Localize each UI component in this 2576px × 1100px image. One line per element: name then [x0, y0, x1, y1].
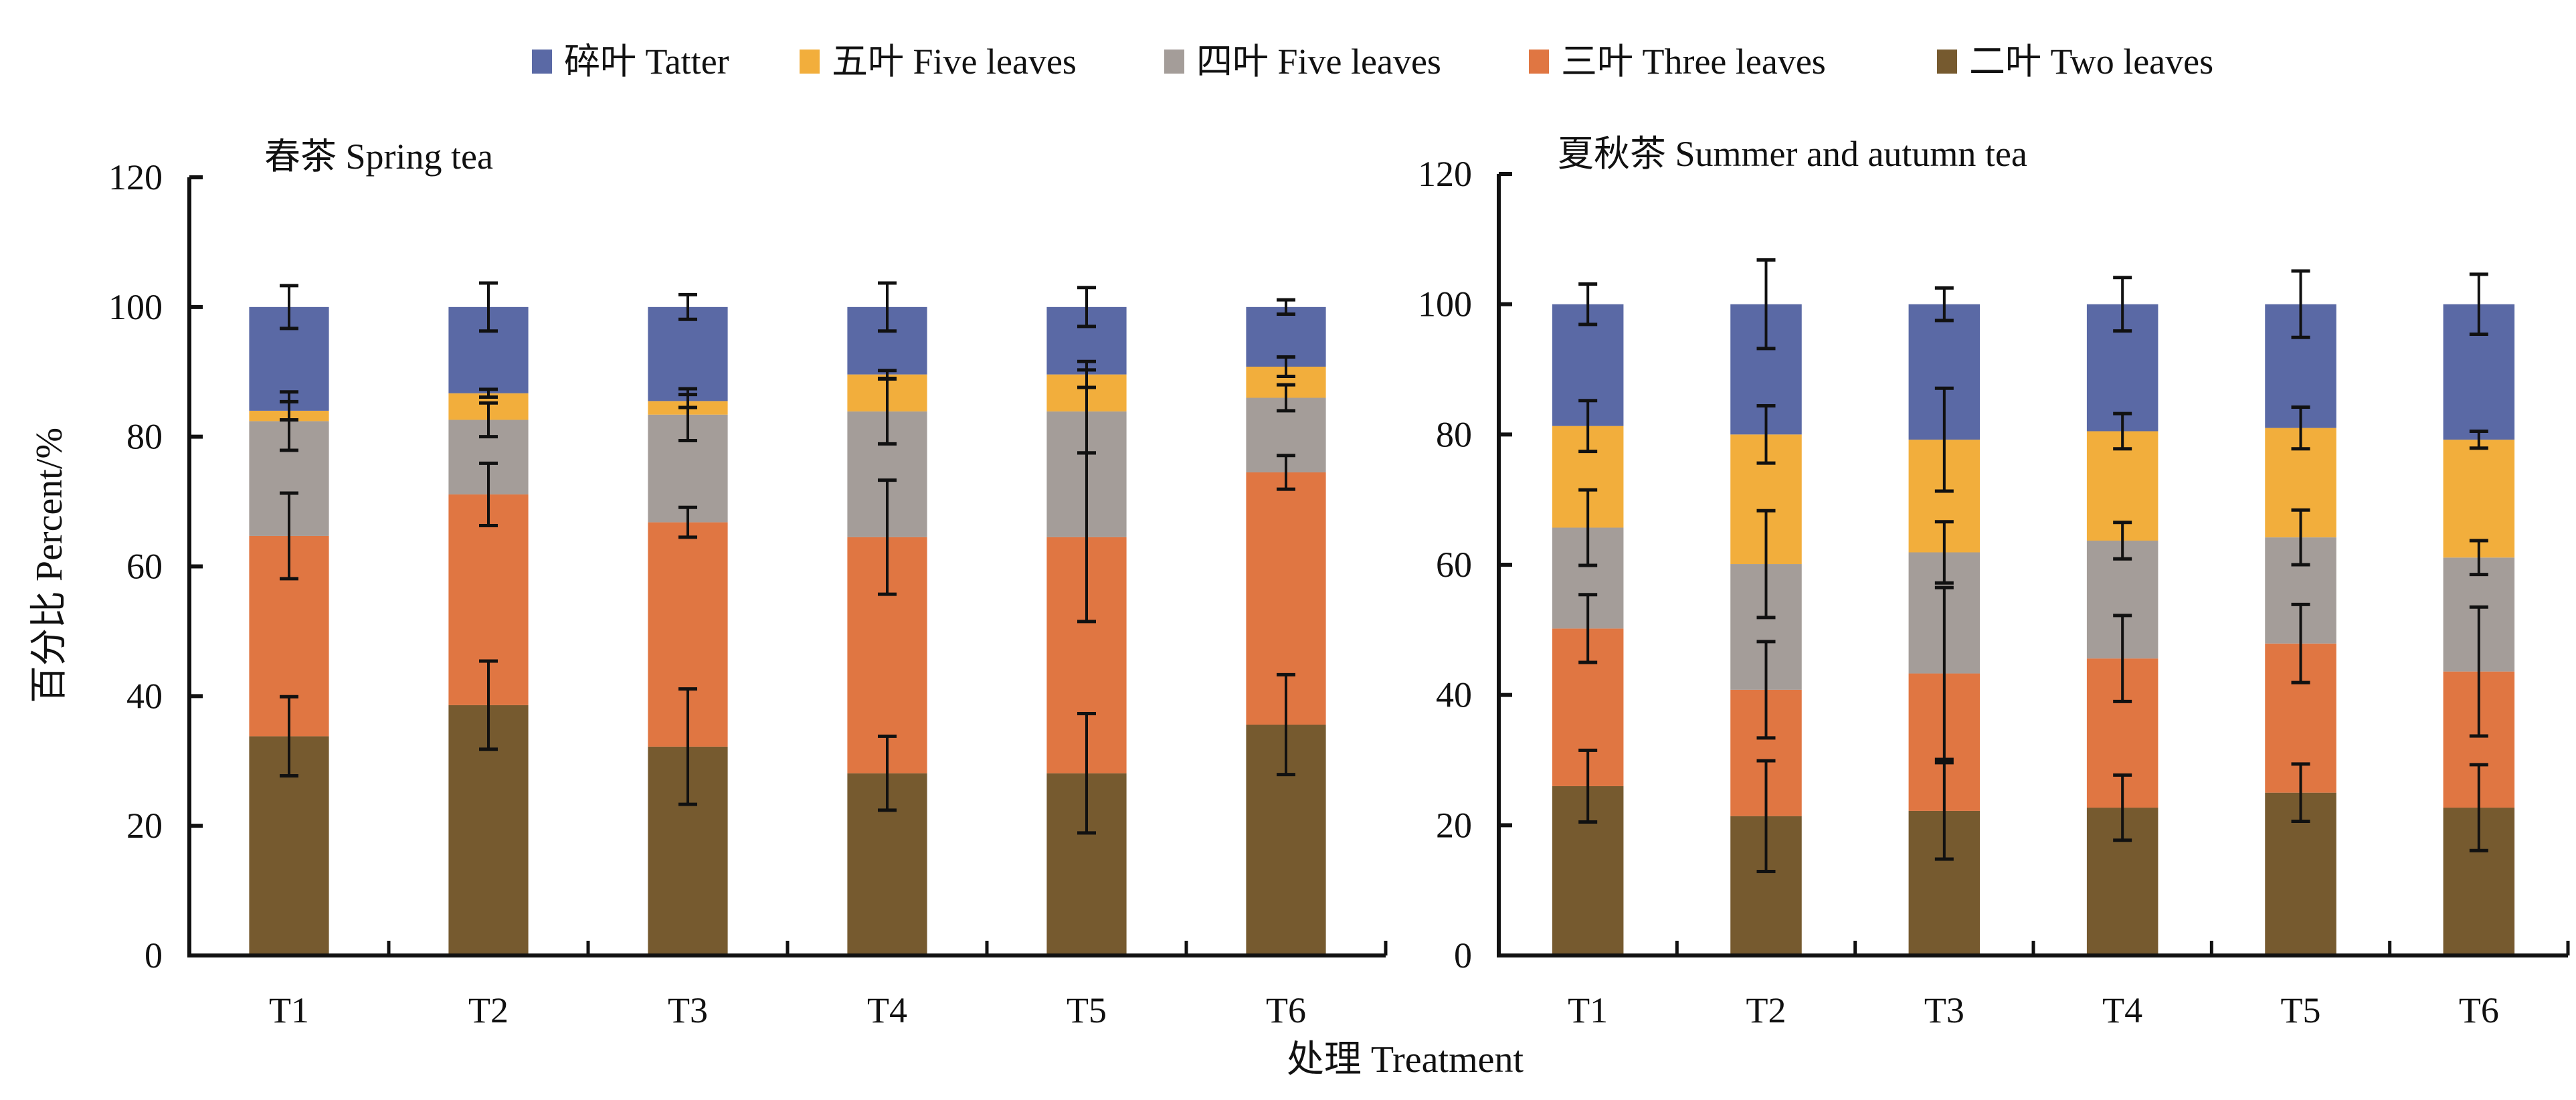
legend-label: 二叶 Two leaves	[1969, 41, 2213, 82]
x-tick-label: T1	[269, 990, 309, 1030]
y-tick-label: 120	[1418, 154, 1472, 194]
legend-swatch	[532, 50, 552, 74]
legend-label: 三叶 Three leaves	[1561, 41, 1826, 82]
x-tick-label: T5	[2281, 990, 2321, 1030]
x-tick-label: T5	[1067, 990, 1107, 1030]
y-tick-label: 40	[126, 676, 163, 716]
legend-label: 五叶 Five leaves	[832, 41, 1077, 82]
legend: 碎叶 Tatter 五叶 Five leaves 四叶 Five leaves 三叶 …	[532, 41, 2213, 82]
x-axis-label: 处理 Treatment	[1287, 1039, 1524, 1081]
y-tick-label: 100	[108, 287, 163, 327]
panel-title: 春茶 Spring tea	[264, 136, 493, 177]
x-tick-label: T4	[2102, 990, 2142, 1030]
y-tick-label: 80	[126, 417, 163, 457]
y-tick-label: 120	[108, 157, 163, 197]
bar-segment	[2443, 440, 2515, 558]
y-tick-label: 80	[1436, 414, 1472, 454]
x-tick-label: T6	[2459, 990, 2499, 1030]
legend-label: 碎叶 Tatter	[564, 41, 729, 82]
y-tick-label: 0	[145, 935, 163, 976]
summer-autumn-tea-chart: 夏秋茶 Summer and autumn tea T1 T2 T3 T4 T5 T6 0 20…	[1418, 134, 2570, 1030]
x-tick-label: T3	[1924, 990, 1964, 1030]
x-tick-label: T6	[1266, 990, 1306, 1030]
bar-segment	[648, 306, 728, 401]
legend-swatch	[1164, 50, 1184, 74]
legend-swatch	[800, 50, 820, 74]
y-tick-label: 20	[126, 806, 163, 846]
x-tick-label: T3	[668, 990, 708, 1030]
x-tick-label: T2	[468, 990, 509, 1030]
y-tick-label: 60	[1436, 545, 1472, 585]
y-axis-label: 百分比 Percent/%	[29, 428, 70, 703]
y-tick-label: 40	[1436, 675, 1472, 715]
legend-label: 四叶 Five leaves	[1196, 41, 1441, 82]
x-tick-label: T2	[1746, 990, 1786, 1030]
y-tick-label: 20	[1436, 805, 1472, 845]
y-tick-label: 100	[1418, 284, 1472, 325]
y-tick-label: 60	[126, 547, 163, 587]
panel-title: 夏秋茶 Summer and autumn tea	[1558, 134, 2027, 174]
legend-swatch	[1529, 50, 1549, 74]
y-tick-label: 0	[1454, 935, 1472, 976]
x-tick-label: T4	[867, 990, 907, 1030]
spring-tea-chart: 春茶 Spring tea T1 T2 T3 T4 T5 T6 0 20 40 60 80 100 120	[108, 136, 1388, 1030]
legend-swatch	[1937, 50, 1957, 74]
x-tick-label: T1	[1568, 990, 1608, 1030]
